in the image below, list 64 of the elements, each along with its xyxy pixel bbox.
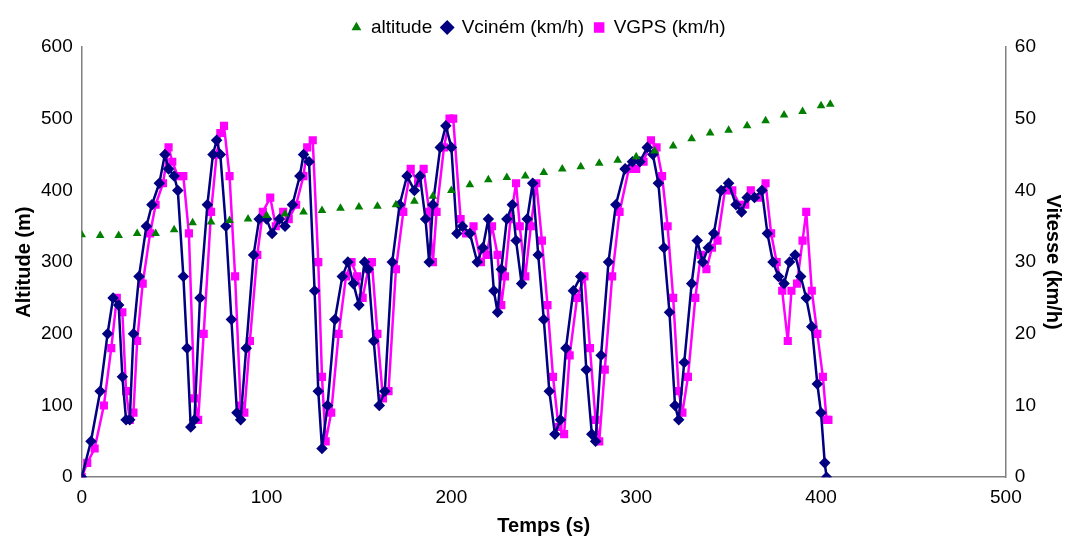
point	[354, 201, 364, 210]
point	[336, 203, 345, 211]
point	[206, 216, 216, 225]
point	[262, 210, 271, 218]
legend-label: VGPS (km/h)	[613, 15, 726, 37]
y2-tick-label: 50	[1014, 106, 1037, 128]
point	[299, 206, 308, 215]
legend-label: Vciném (km/h)	[461, 15, 585, 37]
y2-tick-label: 40	[1014, 178, 1037, 200]
legend-label: altitude	[370, 15, 433, 37]
point	[576, 161, 586, 170]
y-tick-label: 400	[41, 178, 73, 200]
point	[798, 106, 807, 115]
point	[188, 217, 197, 226]
point	[373, 201, 382, 209]
y-tick-label: 100	[41, 393, 73, 415]
x-axis-title: Temps (s)	[497, 513, 591, 536]
y2-tick-label: 30	[1014, 250, 1037, 272]
y2-tick-label: 0	[1014, 465, 1026, 487]
point	[391, 199, 401, 208]
point	[557, 163, 567, 172]
point	[447, 185, 456, 193]
y-tick-label: 200	[41, 322, 73, 344]
x-tick-label: 100	[250, 485, 283, 507]
point	[761, 115, 770, 124]
point	[779, 110, 789, 118]
x-tick-label: 400	[805, 485, 837, 507]
point	[484, 174, 493, 183]
point	[95, 230, 105, 239]
y-tick-label: 600	[41, 35, 73, 57]
point	[613, 155, 623, 163]
point	[687, 133, 696, 142]
y2-tick-label: 60	[1014, 35, 1037, 57]
x-tick-label: 200	[435, 485, 468, 507]
point	[132, 228, 142, 236]
point	[705, 128, 715, 136]
point	[410, 196, 419, 204]
point	[742, 120, 752, 129]
point	[825, 99, 835, 107]
x-tick-label: 0	[76, 485, 87, 507]
y-tick-label: 500	[41, 106, 73, 128]
point	[594, 158, 604, 166]
point	[114, 230, 123, 239]
point	[225, 215, 234, 224]
point	[520, 171, 530, 179]
y-tick-label: 0	[62, 465, 73, 487]
point	[243, 214, 253, 222]
y-tick-label: 300	[41, 250, 73, 272]
y2-axis-title: Vitesse (km/h)	[1043, 194, 1066, 330]
point	[539, 167, 549, 175]
point	[317, 205, 327, 213]
point	[502, 172, 512, 180]
point	[169, 224, 179, 233]
y2-tick-label: 20	[1014, 322, 1037, 344]
point	[816, 100, 826, 109]
point	[724, 125, 733, 133]
x-tick-label: 300	[620, 485, 653, 507]
point	[151, 228, 160, 236]
y-axis-title: Altitude (m)	[11, 206, 34, 318]
point	[631, 151, 641, 160]
point	[428, 191, 438, 199]
x-tick-label: 500	[990, 485, 1022, 507]
y2-tick-label: 10	[1014, 393, 1037, 415]
point	[465, 179, 475, 188]
